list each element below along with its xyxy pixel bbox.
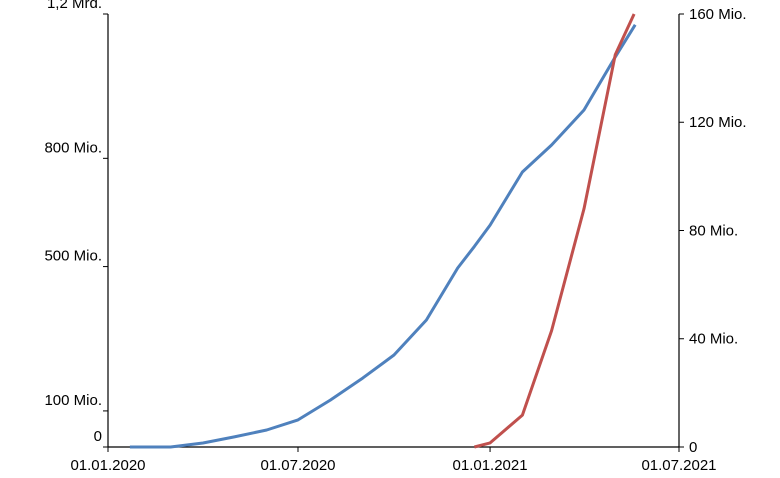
x-tick-label: 01.07.2020 [260, 457, 335, 474]
y-tick-label: 100 Mio. [44, 392, 102, 409]
y2-tick-label: 80 Mio. [689, 222, 738, 239]
y2-tick-label: 0 [689, 439, 697, 456]
y-tick-label: 1,2 Mrd. [47, 0, 102, 12]
y-tick-label: 500 Mio. [44, 248, 102, 265]
line-series [474, 13, 636, 449]
y2-tick-label: 40 Mio. [689, 331, 738, 348]
y2-tick-label: 160 Mio. [689, 6, 747, 23]
y-tick-label: 0 [94, 428, 102, 445]
y2-tick-label: 120 Mio. [689, 114, 747, 131]
x-tick-label: 01.07.2021 [641, 457, 716, 474]
y-tick-label: 800 Mio. [44, 139, 102, 156]
x-tick-label: 01.01.2020 [70, 457, 145, 474]
x-tick-label: 01.01.2021 [453, 457, 528, 474]
line-series [129, 24, 637, 449]
